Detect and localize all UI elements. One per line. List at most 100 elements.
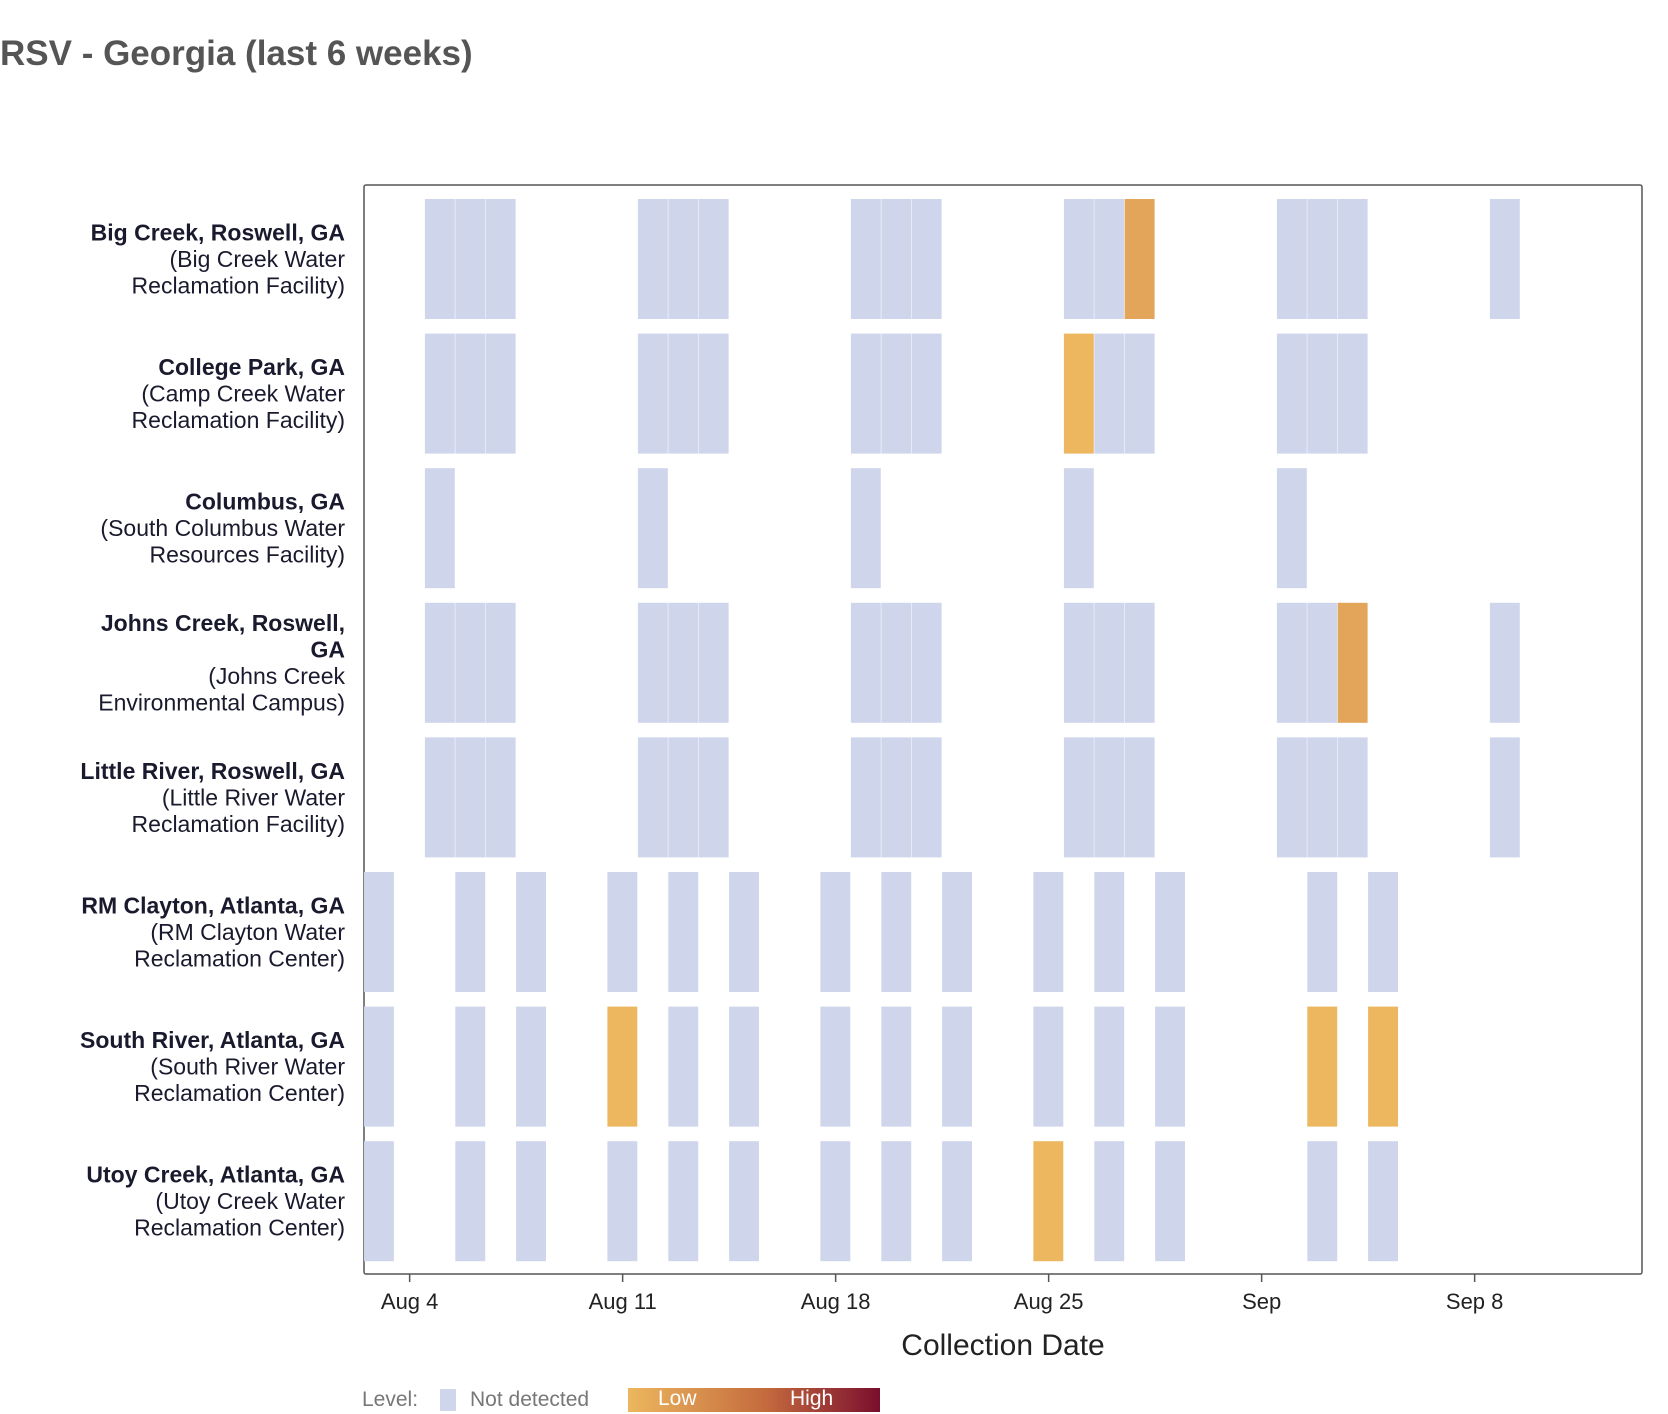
cell-big-creek-roswell-ga-14[interactable]	[1337, 199, 1368, 319]
cell-rm-clayton-atlanta-ga-5[interactable]	[729, 872, 759, 992]
cell-columbus-ga-0[interactable]	[424, 468, 455, 589]
cell-johns-creek-roswell-ga-1[interactable]	[455, 602, 486, 723]
cell-little-river-roswell-ga-4[interactable]	[668, 737, 699, 858]
cell-big-creek-roswell-ga-4[interactable]	[668, 199, 699, 319]
cell-little-river-roswell-ga-9[interactable]	[1063, 737, 1094, 858]
cell-big-creek-roswell-ga-2[interactable]	[485, 199, 516, 319]
cell-rm-clayton-atlanta-ga-13[interactable]	[1368, 872, 1398, 992]
cell-johns-creek-roswell-ga-5[interactable]	[698, 602, 729, 723]
cell-rm-clayton-atlanta-ga-7[interactable]	[881, 872, 912, 992]
cell-utoy-creek-atlanta-ga-5[interactable]	[729, 1141, 759, 1262]
cell-college-park-ga-0[interactable]	[424, 333, 455, 454]
cell-johns-creek-roswell-ga-8[interactable]	[911, 602, 942, 723]
cell-big-creek-roswell-ga-13[interactable]	[1307, 199, 1338, 319]
cell-south-river-atlanta-ga-8[interactable]	[942, 1006, 972, 1127]
cell-little-river-roswell-ga-12[interactable]	[1276, 737, 1307, 858]
cell-south-river-atlanta-ga-2[interactable]	[516, 1006, 546, 1127]
cell-little-river-roswell-ga-5[interactable]	[698, 737, 729, 858]
cell-columbus-ga-4[interactable]	[1276, 468, 1307, 589]
cell-college-park-ga-14[interactable]	[1337, 333, 1368, 454]
cell-johns-creek-roswell-ga-3[interactable]	[637, 602, 668, 723]
cell-little-river-roswell-ga-13[interactable]	[1307, 737, 1338, 858]
cell-little-river-roswell-ga-8[interactable]	[911, 737, 942, 858]
cell-utoy-creek-atlanta-ga-2[interactable]	[516, 1141, 546, 1262]
cell-big-creek-roswell-ga-9[interactable]	[1063, 199, 1094, 319]
cell-college-park-ga-8[interactable]	[911, 333, 942, 454]
cell-college-park-ga-13[interactable]	[1307, 333, 1338, 454]
cell-rm-clayton-atlanta-ga-3[interactable]	[607, 872, 638, 992]
cell-utoy-creek-atlanta-ga-10[interactable]	[1094, 1141, 1125, 1262]
cell-college-park-ga-9[interactable]	[1063, 333, 1094, 454]
cell-utoy-creek-atlanta-ga-11[interactable]	[1155, 1141, 1185, 1262]
cell-johns-creek-roswell-ga-6[interactable]	[850, 602, 881, 723]
cell-johns-creek-roswell-ga-7[interactable]	[881, 602, 912, 723]
cell-college-park-ga-2[interactable]	[485, 333, 516, 454]
cell-rm-clayton-atlanta-ga-4[interactable]	[668, 872, 699, 992]
cell-utoy-creek-atlanta-ga-0[interactable]	[364, 1141, 394, 1262]
cell-big-creek-roswell-ga-5[interactable]	[698, 199, 729, 319]
cell-big-creek-roswell-ga-15[interactable]	[1489, 199, 1520, 319]
cell-big-creek-roswell-ga-3[interactable]	[637, 199, 668, 319]
cell-johns-creek-roswell-ga-0[interactable]	[424, 602, 455, 723]
cell-south-river-atlanta-ga-9[interactable]	[1033, 1006, 1064, 1127]
cell-little-river-roswell-ga-0[interactable]	[424, 737, 455, 858]
cell-rm-clayton-atlanta-ga-2[interactable]	[516, 872, 546, 992]
cell-utoy-creek-atlanta-ga-13[interactable]	[1368, 1141, 1398, 1262]
cell-big-creek-roswell-ga-0[interactable]	[424, 199, 455, 319]
cell-johns-creek-roswell-ga-2[interactable]	[485, 602, 516, 723]
cell-columbus-ga-3[interactable]	[1063, 468, 1094, 589]
cell-south-river-atlanta-ga-6[interactable]	[820, 1006, 851, 1127]
cell-south-river-atlanta-ga-12[interactable]	[1307, 1006, 1338, 1127]
cell-columbus-ga-2[interactable]	[850, 468, 881, 589]
cell-rm-clayton-atlanta-ga-9[interactable]	[1033, 872, 1064, 992]
cell-college-park-ga-10[interactable]	[1094, 333, 1125, 454]
cell-little-river-roswell-ga-2[interactable]	[485, 737, 516, 858]
cell-johns-creek-roswell-ga-12[interactable]	[1276, 602, 1307, 723]
cell-big-creek-roswell-ga-12[interactable]	[1276, 199, 1307, 319]
cell-little-river-roswell-ga-6[interactable]	[850, 737, 881, 858]
cell-johns-creek-roswell-ga-14[interactable]	[1337, 602, 1368, 723]
cell-utoy-creek-atlanta-ga-3[interactable]	[607, 1141, 638, 1262]
cell-little-river-roswell-ga-10[interactable]	[1094, 737, 1125, 858]
cell-south-river-atlanta-ga-7[interactable]	[881, 1006, 912, 1127]
cell-south-river-atlanta-ga-4[interactable]	[668, 1006, 699, 1127]
cell-utoy-creek-atlanta-ga-12[interactable]	[1307, 1141, 1338, 1262]
cell-big-creek-roswell-ga-1[interactable]	[455, 199, 486, 319]
cell-south-river-atlanta-ga-0[interactable]	[364, 1006, 394, 1127]
cell-rm-clayton-atlanta-ga-0[interactable]	[364, 872, 394, 992]
cell-johns-creek-roswell-ga-15[interactable]	[1489, 602, 1520, 723]
cell-johns-creek-roswell-ga-11[interactable]	[1124, 602, 1155, 723]
cell-little-river-roswell-ga-7[interactable]	[881, 737, 912, 858]
cell-johns-creek-roswell-ga-9[interactable]	[1063, 602, 1094, 723]
cell-college-park-ga-6[interactable]	[850, 333, 881, 454]
cell-big-creek-roswell-ga-8[interactable]	[911, 199, 942, 319]
cell-little-river-roswell-ga-14[interactable]	[1337, 737, 1368, 858]
cell-south-river-atlanta-ga-3[interactable]	[607, 1006, 638, 1127]
cell-big-creek-roswell-ga-11[interactable]	[1124, 199, 1155, 319]
cell-little-river-roswell-ga-11[interactable]	[1124, 737, 1155, 858]
cell-college-park-ga-7[interactable]	[881, 333, 912, 454]
cell-utoy-creek-atlanta-ga-7[interactable]	[881, 1141, 912, 1262]
cell-south-river-atlanta-ga-11[interactable]	[1155, 1006, 1185, 1127]
cell-rm-clayton-atlanta-ga-10[interactable]	[1094, 872, 1125, 992]
cell-college-park-ga-4[interactable]	[668, 333, 699, 454]
cell-college-park-ga-5[interactable]	[698, 333, 729, 454]
cell-johns-creek-roswell-ga-4[interactable]	[668, 602, 699, 723]
cell-rm-clayton-atlanta-ga-12[interactable]	[1307, 872, 1338, 992]
cell-south-river-atlanta-ga-10[interactable]	[1094, 1006, 1125, 1127]
cell-south-river-atlanta-ga-13[interactable]	[1368, 1006, 1398, 1127]
cell-big-creek-roswell-ga-10[interactable]	[1094, 199, 1125, 319]
cell-south-river-atlanta-ga-5[interactable]	[729, 1006, 759, 1127]
cell-utoy-creek-atlanta-ga-9[interactable]	[1033, 1141, 1064, 1262]
cell-utoy-creek-atlanta-ga-4[interactable]	[668, 1141, 699, 1262]
cell-rm-clayton-atlanta-ga-8[interactable]	[942, 872, 972, 992]
cell-little-river-roswell-ga-15[interactable]	[1489, 737, 1520, 858]
cell-big-creek-roswell-ga-7[interactable]	[881, 199, 912, 319]
cell-rm-clayton-atlanta-ga-6[interactable]	[820, 872, 851, 992]
cell-college-park-ga-3[interactable]	[637, 333, 668, 454]
cell-rm-clayton-atlanta-ga-1[interactable]	[455, 872, 486, 992]
cell-college-park-ga-1[interactable]	[455, 333, 486, 454]
cell-utoy-creek-atlanta-ga-1[interactable]	[455, 1141, 486, 1262]
cell-utoy-creek-atlanta-ga-8[interactable]	[942, 1141, 972, 1262]
cell-johns-creek-roswell-ga-13[interactable]	[1307, 602, 1338, 723]
